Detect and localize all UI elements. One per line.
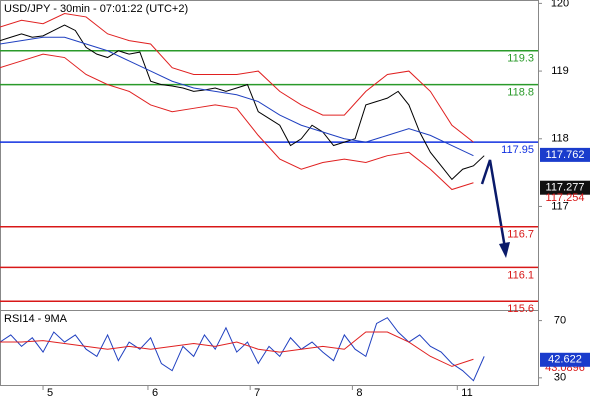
series-line — [0, 53, 474, 191]
x-tick-label: 5 — [47, 387, 53, 399]
x-tick-label: 7 — [254, 387, 260, 399]
x-tick-label: 8 — [356, 387, 362, 399]
y-tick-label: 120 — [551, 0, 569, 9]
price-tag-label: 42.622 — [548, 354, 582, 366]
y-tick-label: 30 — [554, 372, 566, 384]
x-tick-label: 11 — [461, 387, 472, 399]
y-tick-label: 117 — [551, 200, 569, 212]
x-tick-label: 6 — [152, 387, 158, 399]
price-tag-label: 117.277 — [546, 182, 585, 194]
chart-title: USD/JPY - 30min - 07:01:22 (UTC+2) — [4, 3, 188, 15]
level-label: 119.3 — [507, 53, 534, 65]
series-line — [0, 13, 474, 143]
series-line — [0, 317, 485, 382]
price-tag-label: 117.254 — [546, 192, 585, 204]
price-tag-label: 117.762 — [546, 149, 585, 161]
series-line — [0, 331, 474, 367]
forecast-arrow — [480, 159, 510, 258]
series-line — [0, 24, 485, 181]
level-label: 115.6 — [507, 303, 534, 315]
level-label: 116.7 — [507, 229, 534, 241]
price-tag-box — [540, 147, 590, 162]
y-tick-label: 118 — [551, 133, 569, 145]
y-tick-label: 70 — [554, 314, 566, 326]
rsi-title: RSI14 - 9MA — [4, 313, 68, 325]
level-label: 116.1 — [507, 269, 534, 281]
level-label: 118.8 — [507, 87, 534, 99]
series-line — [0, 36, 474, 157]
level-label: 117.95 — [501, 144, 534, 156]
y-tick-label: 119 — [551, 65, 569, 77]
plot-frame — [0, 0, 539, 386]
price-tag-box — [540, 180, 590, 195]
price-tag-box — [540, 352, 590, 367]
